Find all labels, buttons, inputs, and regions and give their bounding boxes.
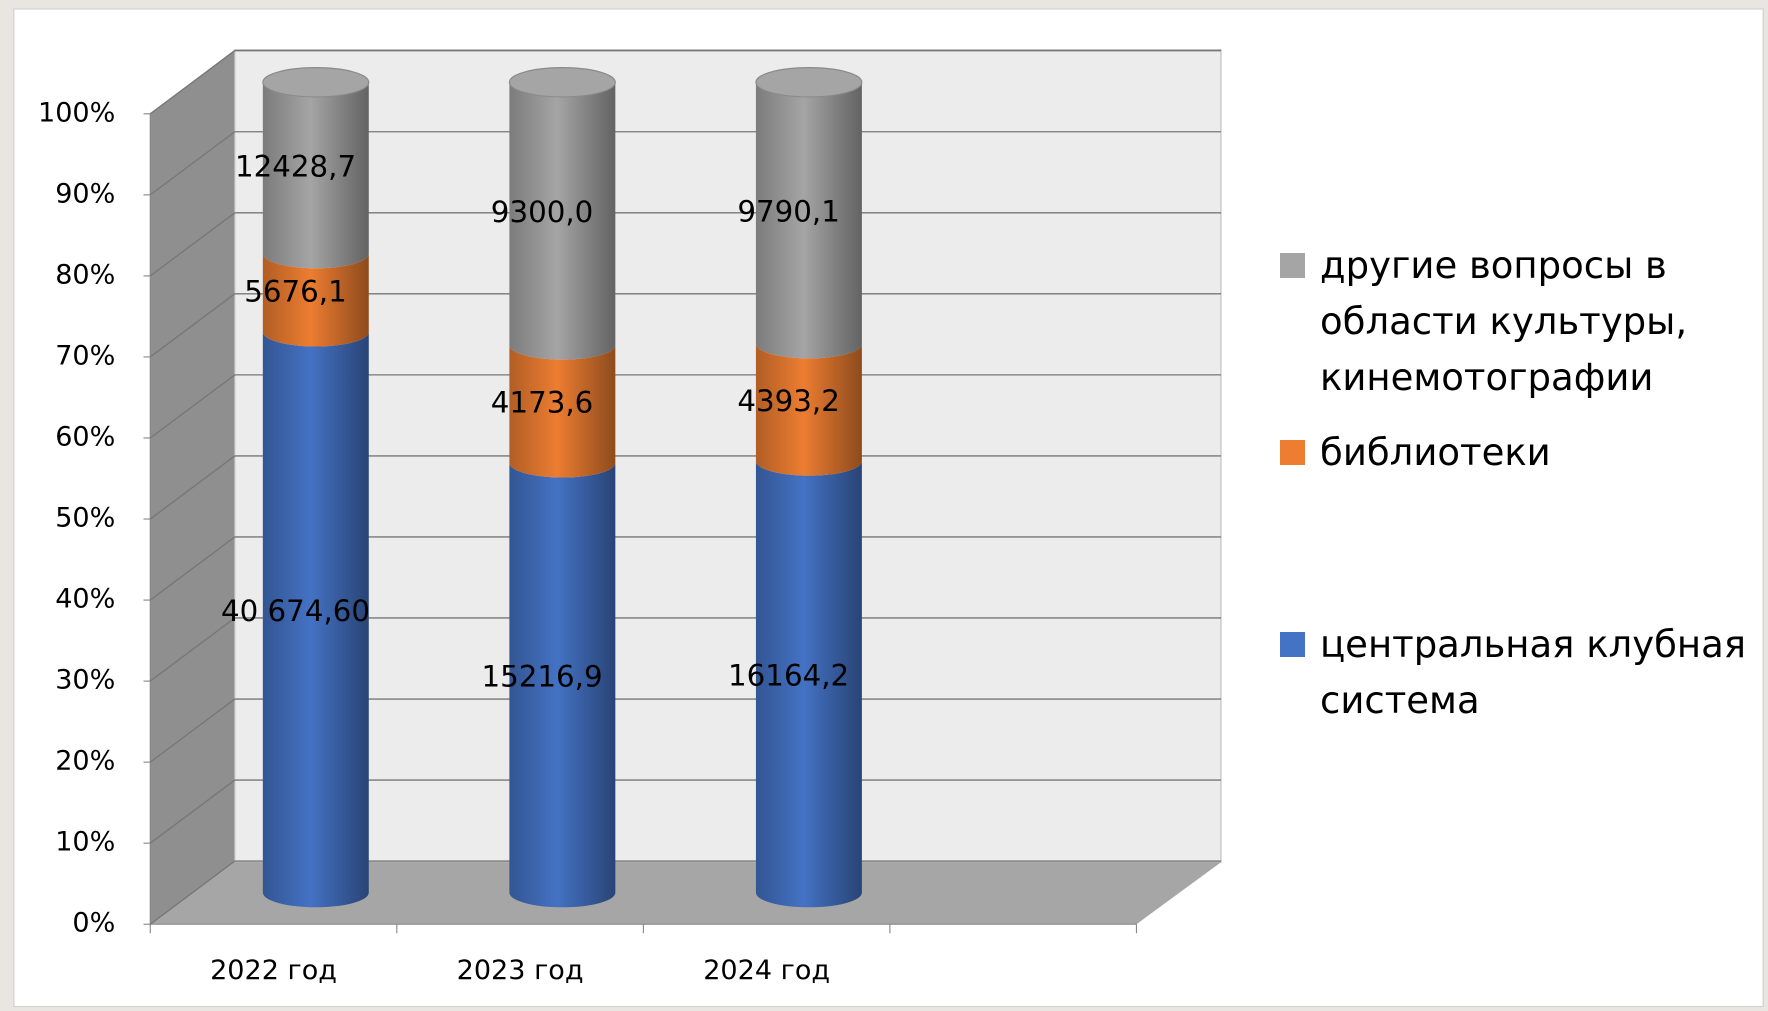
legend-label: центральная клубная система: [1320, 623, 1747, 722]
y-tick-label: 70%: [55, 340, 115, 371]
grid-line: [149, 50, 236, 115]
data-label: 4173,6: [491, 385, 594, 419]
legend-swatch: [1280, 632, 1305, 657]
grid-line: [149, 698, 236, 763]
grid-line: [149, 374, 236, 439]
legend-entry: центральная клубная система: [1280, 617, 1750, 729]
y-tick-label: 80%: [55, 259, 115, 290]
grid-line: [149, 536, 236, 601]
data-label: 4393,2: [737, 384, 840, 418]
y-tick-label: 40%: [55, 584, 115, 615]
legend-entry: библиотеки: [1280, 425, 1750, 481]
data-label: 5676,1: [244, 274, 347, 308]
cylinder-segment: [262, 253, 369, 347]
cylinder-top: [508, 67, 616, 98]
grid: [149, 50, 1221, 925]
data-label: 15216,9: [481, 659, 602, 693]
cylinder-top: [262, 67, 370, 98]
legend-label: библиотеки: [1320, 431, 1551, 474]
cylinder-segment: [262, 331, 369, 908]
bars: 40 674,60 5676,1 12428,7 15216,9 4173,6 9300,…: [221, 67, 863, 908]
grid-line: [149, 293, 236, 358]
x-tick-label: 2024 год: [703, 955, 830, 986]
y-tick-label: 50%: [55, 503, 115, 534]
data-label: 9790,1: [737, 194, 840, 228]
cylinder-segment: [509, 462, 616, 908]
x-tick-label: 2022 год: [210, 955, 337, 986]
cylinder-segment: [509, 344, 616, 478]
y-tick-label: 90%: [55, 178, 115, 209]
grid-line: [149, 617, 236, 682]
cylinder-segment: [755, 82, 862, 359]
legend-swatch: [1280, 253, 1305, 278]
cylinder-segment: [509, 82, 616, 360]
y-tick-label: 20%: [55, 746, 115, 777]
cylinder-segment: [755, 461, 862, 908]
legend-label: другие вопросы в области культуры, кинем…: [1320, 244, 1688, 399]
x-tick-label: 2023 год: [457, 955, 584, 986]
grid-line: [149, 779, 236, 844]
data-label: 9300,0: [491, 195, 594, 229]
grid-line: [149, 212, 236, 277]
cylinder-top: [755, 67, 863, 98]
cylinder-segment: [262, 82, 369, 269]
y-tick-label: 30%: [55, 665, 115, 696]
data-label: 40 674,60: [221, 594, 370, 628]
grid-line: [149, 455, 236, 520]
y-tick-label: 10%: [55, 827, 115, 858]
grid-line: [149, 131, 236, 196]
legend-swatch: [1280, 440, 1305, 465]
data-label: 12428,7: [235, 149, 356, 183]
legend-entry: другие вопросы в области культуры, кинем…: [1280, 238, 1750, 406]
floor: [150, 862, 1222, 925]
grid-line: [149, 860, 236, 925]
y-tick-label: 100%: [38, 97, 115, 128]
data-label: 16164,2: [728, 658, 849, 692]
y-tick-label: 60%: [55, 421, 115, 452]
y-tick-label: 0%: [72, 908, 115, 939]
cylinder-segment: [755, 343, 862, 476]
